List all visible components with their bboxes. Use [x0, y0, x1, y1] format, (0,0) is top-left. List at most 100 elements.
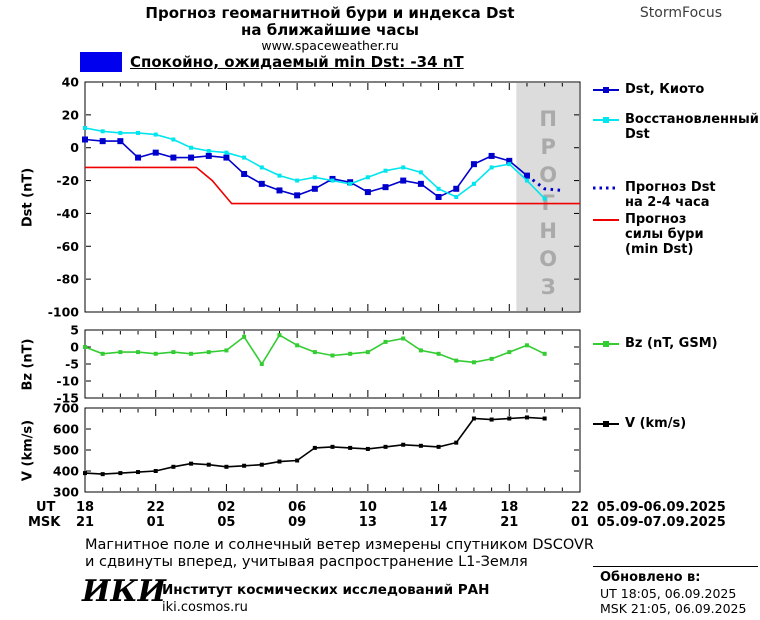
forecast-dst-swatch	[593, 182, 619, 194]
marker-v	[401, 442, 406, 447]
forecast-band-letter: П	[539, 107, 557, 131]
marker-bz	[330, 353, 335, 358]
restored-dst-swatch	[593, 114, 619, 126]
marker-v	[83, 471, 87, 476]
v-axis-label: V (km/s)	[20, 419, 36, 482]
y-tick-label: -15	[56, 391, 79, 406]
marker-bz	[189, 351, 194, 356]
marker-bz	[136, 350, 141, 355]
marker-bz	[489, 356, 494, 361]
legend-item-storm-forecast: Прогноз силы бури (min Dst)	[593, 212, 757, 257]
legend-item-restored-dst: Восстановленный Dst	[593, 112, 759, 142]
marker-dst-kyoto	[117, 138, 124, 145]
ut-tick-label: 14	[429, 500, 448, 515]
marker-dst-kyoto	[170, 154, 177, 161]
plot-border	[84, 407, 581, 493]
marker-restored-dst	[295, 178, 300, 183]
marker-bz	[365, 350, 370, 355]
marker-restored-dst	[259, 165, 264, 170]
marker-restored-dst	[312, 175, 317, 180]
marker-dst-kyoto	[276, 187, 283, 194]
marker-restored-dst	[100, 129, 105, 134]
website-link[interactable]: www.spaceweather.ru	[261, 38, 399, 53]
marker-restored-dst	[242, 155, 247, 160]
marker-v	[330, 444, 335, 449]
marker-v	[171, 464, 176, 469]
institute-site-link[interactable]: iki.cosmos.ru	[162, 600, 248, 615]
panel-v: 700 600 500 400 300	[53, 401, 581, 500]
marker-dst-kyoto	[152, 149, 159, 156]
legend-label-bz: Bz (nT, GSM)	[625, 336, 718, 351]
marker-bz	[436, 351, 441, 356]
y-tick-label: 5	[70, 323, 79, 338]
marker-dst-kyoto	[241, 171, 248, 177]
swatch-marker	[603, 117, 609, 123]
marker-dst-kyoto	[205, 152, 212, 159]
forecast-band-letter: О	[539, 247, 557, 271]
marker-bz	[206, 350, 211, 355]
marker-restored-dst	[542, 196, 547, 201]
marker-dst-kyoto	[99, 138, 106, 145]
ut-date-range: 05.09-06.09.2025	[597, 500, 726, 515]
marker-dst-kyoto	[400, 177, 407, 184]
marker-bz	[383, 339, 388, 344]
marker-bz	[471, 360, 476, 365]
marker-restored-dst	[277, 173, 282, 178]
forecast-band-letter: Н	[539, 219, 557, 243]
marker-restored-dst	[330, 178, 335, 183]
ut-row-label: UT	[36, 500, 56, 515]
marker-bz	[295, 343, 300, 348]
brand-label: StormFocus	[639, 5, 722, 21]
marker-v	[118, 471, 123, 476]
status-row: Спокойно, ожидаемый min Dst: -34 nT	[80, 52, 464, 72]
status-message: Спокойно, ожидаемый min Dst: -34 nT	[130, 53, 464, 71]
marker-v	[542, 416, 547, 421]
y-tick-label: -80	[56, 272, 79, 287]
ut-tick-row: 18 22 02 06 10 14 18 22	[0, 500, 760, 515]
forecast-band-letter: З	[541, 275, 556, 299]
legend-item-v: V (km/s)	[593, 416, 757, 431]
marker-v	[365, 446, 370, 451]
marker-bz	[153, 351, 158, 356]
marker-dst-kyoto	[364, 189, 371, 196]
dst-kyoto-swatch	[593, 84, 619, 96]
swatch-svg	[593, 117, 619, 123]
ut-tick-label: 22	[570, 500, 590, 515]
marker-v	[524, 415, 529, 420]
marker-v	[436, 444, 441, 449]
updated-ut: UT 18:05, 06.09.2025	[600, 586, 737, 601]
msk-tick-row: 21 01 05 09 13 17 21 01	[0, 515, 760, 530]
marker-dst-kyoto	[311, 185, 318, 192]
y-tick-label: 400	[53, 464, 79, 479]
dst-axis-label: Dst (nT)	[20, 167, 36, 228]
marker-bz	[542, 351, 547, 356]
series-line-storm-forecast	[85, 166, 580, 205]
bz-swatch	[593, 338, 619, 350]
marker-dst-kyoto	[223, 154, 230, 161]
y-tick-label: 20	[62, 107, 80, 122]
storm-forecast-swatch	[593, 214, 619, 226]
marker-restored-dst	[454, 195, 459, 199]
swatch-marker	[603, 87, 609, 93]
legend-label-storm-1: Прогноз	[625, 212, 687, 227]
marker-v	[383, 444, 388, 449]
marker-restored-dst	[365, 175, 370, 180]
legend-label-restored-1: Восстановленный	[625, 112, 759, 127]
updated-label: Обновлено в:	[600, 570, 701, 585]
marker-bz	[401, 336, 406, 341]
page-title: Прогноз геомагнитной бури и индекса Dst	[145, 4, 515, 22]
series-line-bz	[84, 334, 545, 366]
marker-v	[507, 416, 512, 421]
y-tick-label: 40	[62, 75, 80, 90]
y-tick-label: 0	[70, 140, 79, 155]
swatch-marker	[603, 421, 609, 427]
marker-v	[206, 462, 211, 467]
marker-bz	[348, 351, 353, 356]
swatch-svg	[593, 186, 619, 190]
marker-v	[224, 464, 229, 469]
footnote-line1: Магнитное поле и солнечный ветер измерен…	[85, 537, 594, 553]
marker-bz	[83, 345, 87, 349]
marker-v	[277, 459, 282, 464]
